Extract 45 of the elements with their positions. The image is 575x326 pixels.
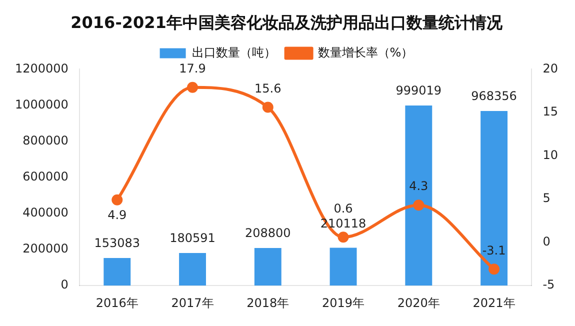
x-tick-label: 2019年 [322,296,365,310]
x-tick-label: 2017年 [171,296,214,310]
data-label: 999019 [396,84,442,98]
data-label: 4.3 [409,179,428,194]
chart-title: 2016-2021年中国美容化妆品及洗护用品出口数量统计情况 [70,12,504,32]
bar [254,248,282,286]
y-tick-label: 1200000 [14,61,68,76]
point [413,200,424,211]
y-tick-label: 800000 [22,133,68,148]
data-label: -3.1 [482,243,506,258]
y2-tick-label: 15 [542,104,558,119]
point [338,232,349,243]
bar [405,105,432,286]
x-tick-label: 2021年 [472,296,516,310]
bar [480,110,508,286]
y2-tick-label: 10 [542,148,558,162]
data-label: 153083 [94,236,140,250]
data-label: 968356 [471,89,517,104]
point [488,264,500,275]
y2-tick-label: 0 [542,234,550,248]
data-label: 15.6 [254,81,282,96]
y-tick-label: 0 [60,278,68,292]
y2-tick-label: -5 [542,278,555,292]
point [262,102,274,113]
bar [104,258,131,286]
y-tick-label: 1000000 [14,97,68,112]
data-label: 17.9 [179,62,206,76]
data-label: 208800 [244,226,291,240]
y2-tick-label: 5 [542,191,550,206]
point [112,194,123,206]
y-tick-label: 400000 [22,206,68,220]
data-label: 4.9 [108,208,127,222]
y-tick-label: 600000 [22,170,68,184]
x-tick-label: 2018年 [246,296,290,310]
x-tick-label: 2016年 [96,296,138,310]
point [187,82,198,93]
x-tick-label: 2020年 [397,296,440,310]
legend-label: 出口数量（吨） [192,45,276,60]
data-label: 0.6 [334,201,353,216]
legend-label: 数量增长率（%） [318,45,414,60]
data-label: 180591 [170,231,216,246]
y-tick-label: 200000 [22,242,68,256]
y2-tick-label: 20 [542,61,558,76]
bar [179,253,206,286]
bar [330,248,357,286]
